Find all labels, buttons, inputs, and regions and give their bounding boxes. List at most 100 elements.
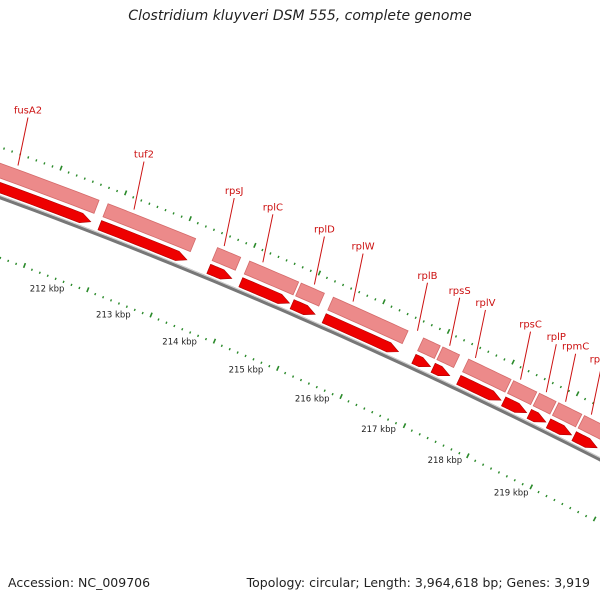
minor-tick	[414, 316, 417, 320]
kbp-label: 218 kbp	[428, 456, 463, 466]
minor-tick	[450, 448, 453, 451]
minor-tick	[418, 433, 421, 436]
minor-tick	[479, 346, 482, 350]
gene-bar	[327, 296, 409, 345]
minor-tick	[164, 208, 167, 212]
minor-tick	[261, 248, 264, 252]
gene-leader-line	[545, 344, 557, 393]
minor-tick	[561, 502, 564, 506]
minor-tick	[521, 482, 524, 486]
gene-leader-line	[474, 309, 486, 359]
major-tick	[511, 359, 515, 365]
cds-arrow	[411, 353, 432, 367]
outer-tick-dots	[2, 147, 595, 405]
gene-leader-line	[590, 370, 600, 415]
minor-tick	[569, 506, 572, 510]
minor-tick	[371, 410, 374, 414]
gene-bars	[0, 162, 600, 440]
minor-tick	[299, 378, 303, 382]
minor-tick	[474, 459, 477, 463]
major-tick	[149, 312, 153, 318]
minor-tick	[220, 231, 224, 235]
minor-tick	[584, 514, 588, 518]
minor-tick	[54, 277, 57, 281]
minor-tick	[27, 156, 30, 159]
gene-label: rpsJ	[225, 186, 244, 197]
minor-tick	[495, 354, 498, 357]
minor-tick	[333, 280, 337, 283]
minor-tick	[315, 385, 318, 389]
gene-bar	[436, 346, 461, 369]
minor-tick	[43, 162, 46, 165]
major-tick	[317, 270, 322, 276]
minor-tick	[505, 475, 508, 478]
minor-tick	[422, 320, 425, 323]
minor-tick	[260, 361, 263, 365]
major-tick	[592, 516, 597, 522]
minor-tick	[220, 344, 223, 348]
cds-arrow	[571, 431, 598, 449]
gene-label: rplD	[314, 224, 335, 235]
minor-tick	[537, 490, 540, 494]
minor-tick	[132, 196, 135, 199]
minor-tick	[75, 174, 78, 177]
minor-tick	[487, 350, 490, 354]
minor-tick	[350, 287, 353, 290]
major-tick	[529, 484, 534, 490]
minor-tick	[527, 369, 530, 373]
gene-leader-line	[223, 197, 235, 247]
major-tick	[575, 391, 580, 397]
minor-tick	[390, 305, 393, 308]
minor-tick	[374, 298, 377, 301]
minor-tick	[545, 494, 548, 498]
minor-tick	[434, 440, 437, 444]
kbp-label: 219 kbp	[494, 488, 529, 498]
major-tick	[22, 262, 27, 269]
kbp-label: 213 kbp	[96, 311, 131, 321]
genome-details-text: Topology: circular; Length: 3,964,618 bp…	[246, 575, 590, 590]
minor-tick	[204, 337, 208, 341]
minor-tick	[551, 381, 554, 385]
gene-bar	[417, 337, 441, 359]
backbone-line	[0, 195, 600, 462]
minor-tick	[285, 259, 288, 262]
gene-label: rpsS	[449, 286, 471, 297]
minor-tick	[172, 212, 175, 215]
minor-tick	[331, 392, 334, 396]
minor-tick	[406, 312, 409, 316]
minor-tick	[189, 331, 192, 334]
minor-tick	[430, 323, 433, 327]
minor-tick	[180, 215, 183, 218]
gene-bar	[577, 415, 600, 440]
gene-bar	[532, 392, 557, 415]
minor-tick	[398, 309, 401, 312]
minor-tick	[140, 199, 143, 202]
cds-arrow	[501, 396, 528, 413]
cds-arrow	[0, 182, 92, 223]
major-tick	[446, 328, 451, 335]
minor-tick	[442, 444, 445, 447]
minor-tick	[301, 266, 304, 269]
minor-tick	[366, 294, 369, 298]
gene-leader-lines	[17, 117, 600, 415]
minor-tick	[181, 327, 184, 331]
minor-tick	[125, 305, 128, 308]
cds-arrows	[0, 182, 598, 449]
minor-tick	[102, 295, 105, 299]
minor-tick	[355, 403, 358, 407]
gene-bar	[462, 358, 512, 393]
cds-arrow	[545, 418, 573, 436]
gene-leader-line	[352, 253, 364, 302]
minor-tick	[543, 377, 546, 381]
major-tick	[382, 299, 386, 305]
gene-label: rpmC	[562, 342, 589, 353]
cds-arrow	[289, 299, 316, 315]
minor-tick	[2, 147, 6, 150]
major-tick	[276, 365, 280, 371]
minor-tick	[83, 177, 86, 180]
minor-tick	[323, 389, 326, 392]
major-tick	[402, 423, 407, 429]
minor-tick	[212, 228, 216, 232]
major-tick	[253, 242, 257, 248]
